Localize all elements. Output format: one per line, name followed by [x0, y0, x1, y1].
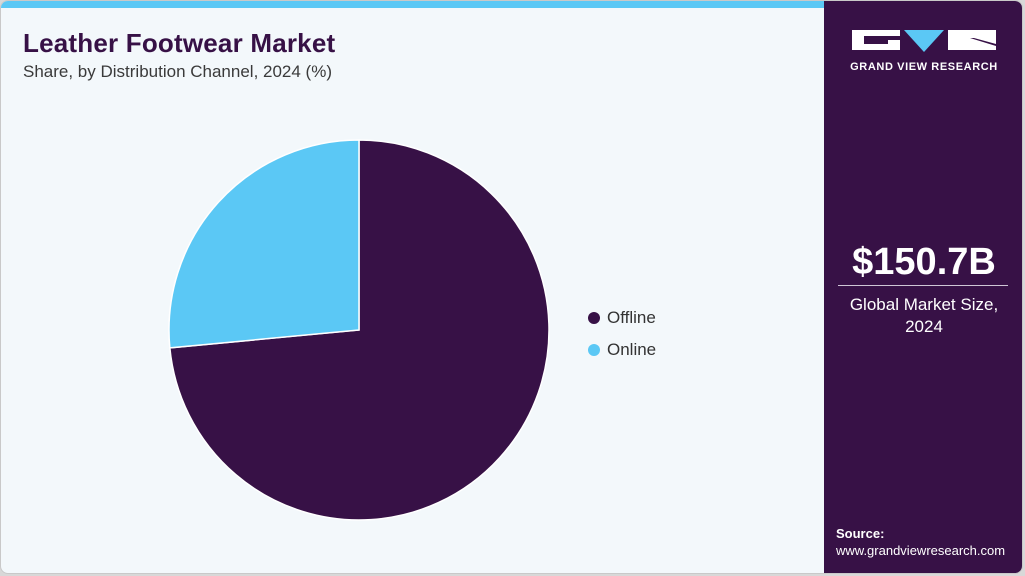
pie-svg: [168, 139, 550, 521]
offline-dot-icon: [588, 312, 600, 324]
legend-item-online: Online: [588, 334, 656, 366]
chart-title: Leather Footwear Market: [23, 28, 336, 58]
market-label-line2: 2024: [905, 317, 943, 336]
market-label-line1: Global Market Size,: [849, 295, 999, 314]
market-size-label: Global Market Size, 2024: [824, 294, 1022, 338]
chart-subtitle: Share, by Distribution Channel, 2024 (%): [23, 62, 332, 81]
online-dot-icon: [588, 344, 600, 356]
legend-label: Offline: [607, 308, 656, 327]
source-label: Source:: [836, 526, 885, 541]
legend: Offline Online: [588, 302, 656, 366]
divider: [838, 285, 1008, 286]
legend-label: Online: [607, 340, 657, 359]
pie-chart: [168, 139, 550, 521]
accent-bar: [1, 1, 824, 8]
legend-item-offline: Offline: [588, 302, 656, 334]
sidebar-panel: GRAND VIEW RESEARCH $150.7B Global Marke…: [824, 1, 1022, 573]
source-link[interactable]: www.grandviewresearch.com: [836, 543, 1006, 558]
pie-slice-online: [168, 139, 360, 349]
logo-text: GRAND VIEW RESEARCH: [850, 61, 998, 73]
gvr-logo-icon: [852, 30, 996, 52]
market-size-value: $150.7B: [852, 241, 996, 283]
